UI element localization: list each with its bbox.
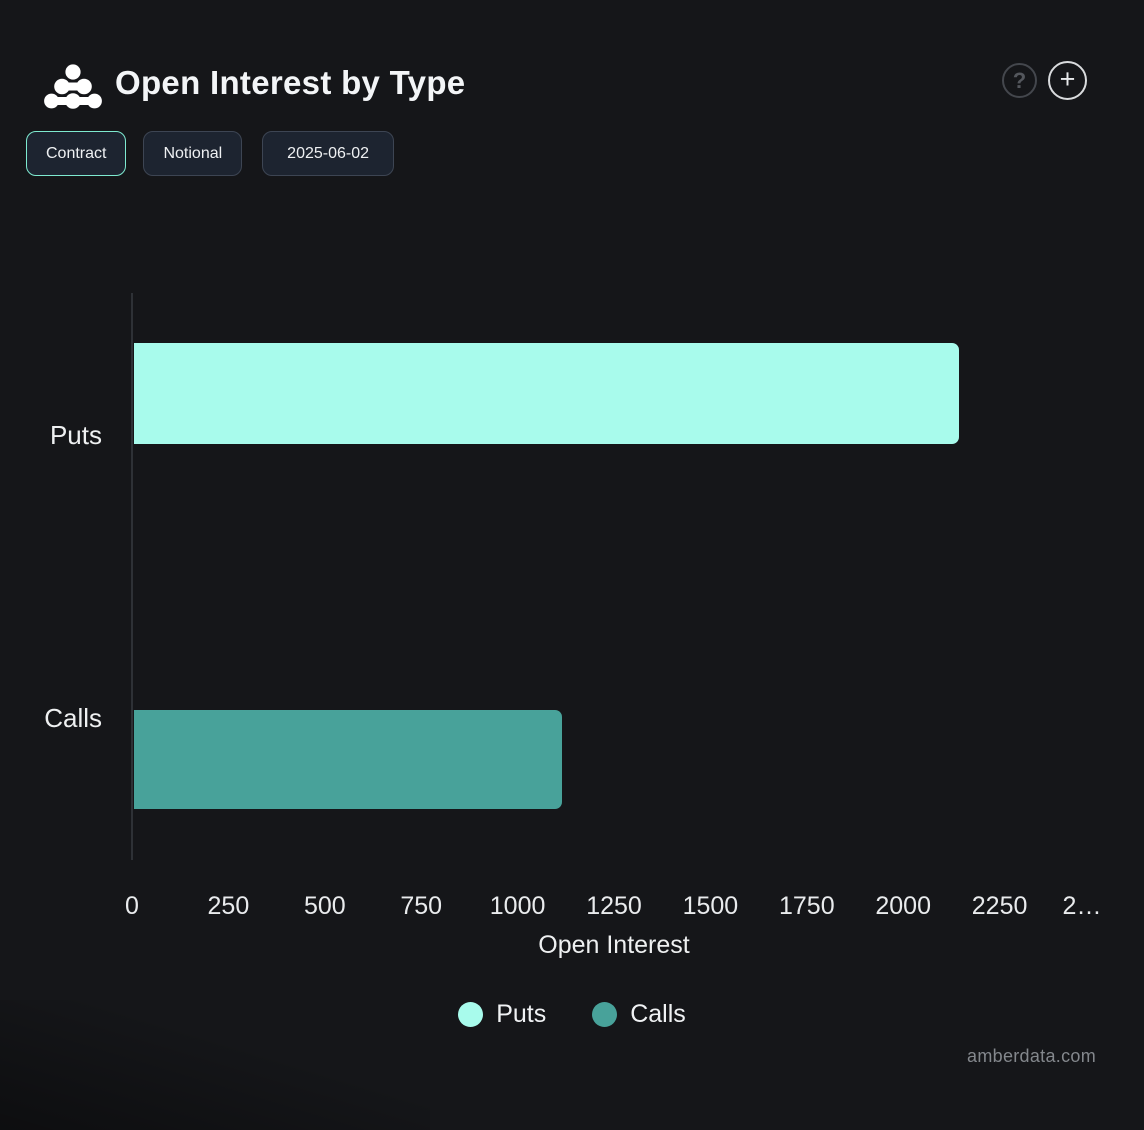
add-button[interactable]: + <box>1048 61 1087 100</box>
legend-item-calls[interactable]: Calls <box>592 1000 686 1029</box>
legend: Puts Calls <box>0 1000 1144 1029</box>
x-tick: 1000 <box>489 892 546 920</box>
x-axis-ticks: 0 250 500 750 1000 1250 1500 1750 2000 2… <box>125 892 1101 922</box>
x-tick: 1500 <box>682 892 739 920</box>
x-tick: 2… <box>1062 892 1102 920</box>
y-axis-line <box>131 293 133 860</box>
date-selector-button[interactable]: 2025-06-02 <box>262 131 395 176</box>
amberdata-watermark: amberdata.com <box>967 1046 1096 1066</box>
amberdata-logo-icon <box>44 64 102 109</box>
x-tick: 2000 <box>875 892 931 920</box>
calls-bar[interactable] <box>134 710 563 809</box>
puts-bar[interactable] <box>134 343 960 444</box>
y-label-calls: Calls <box>44 703 102 733</box>
x-tick: 2250 <box>971 892 1028 920</box>
calls-legend-dot-icon <box>592 1002 618 1027</box>
puts-legend-dot-icon <box>458 1002 484 1027</box>
header: Open Interest by Type ? + <box>0 0 1144 120</box>
contract-toggle-button[interactable]: Contract <box>26 131 127 176</box>
help-button[interactable]: ? <box>1002 63 1037 98</box>
x-tick: 750 <box>400 892 443 920</box>
x-tick: 1750 <box>778 892 835 920</box>
toolbar: Contract Notional 2025-06-02 <box>26 131 395 176</box>
y-label-puts: Puts <box>49 420 102 450</box>
plot-area <box>131 293 1096 860</box>
page-title: Open Interest by Type <box>115 64 466 101</box>
x-tick: 500 <box>303 892 346 920</box>
x-tick: 250 <box>207 892 250 920</box>
notional-toggle-button[interactable]: Notional <box>143 131 243 176</box>
legend-item-puts[interactable]: Puts <box>458 1000 546 1029</box>
x-tick: 1250 <box>586 892 642 920</box>
x-tick: 0 <box>125 892 139 920</box>
question-mark-icon: ? <box>1012 67 1027 93</box>
x-axis-title: Open Interest <box>538 931 690 959</box>
legend-label: Calls <box>630 1000 686 1028</box>
legend-label: Puts <box>496 1000 547 1028</box>
